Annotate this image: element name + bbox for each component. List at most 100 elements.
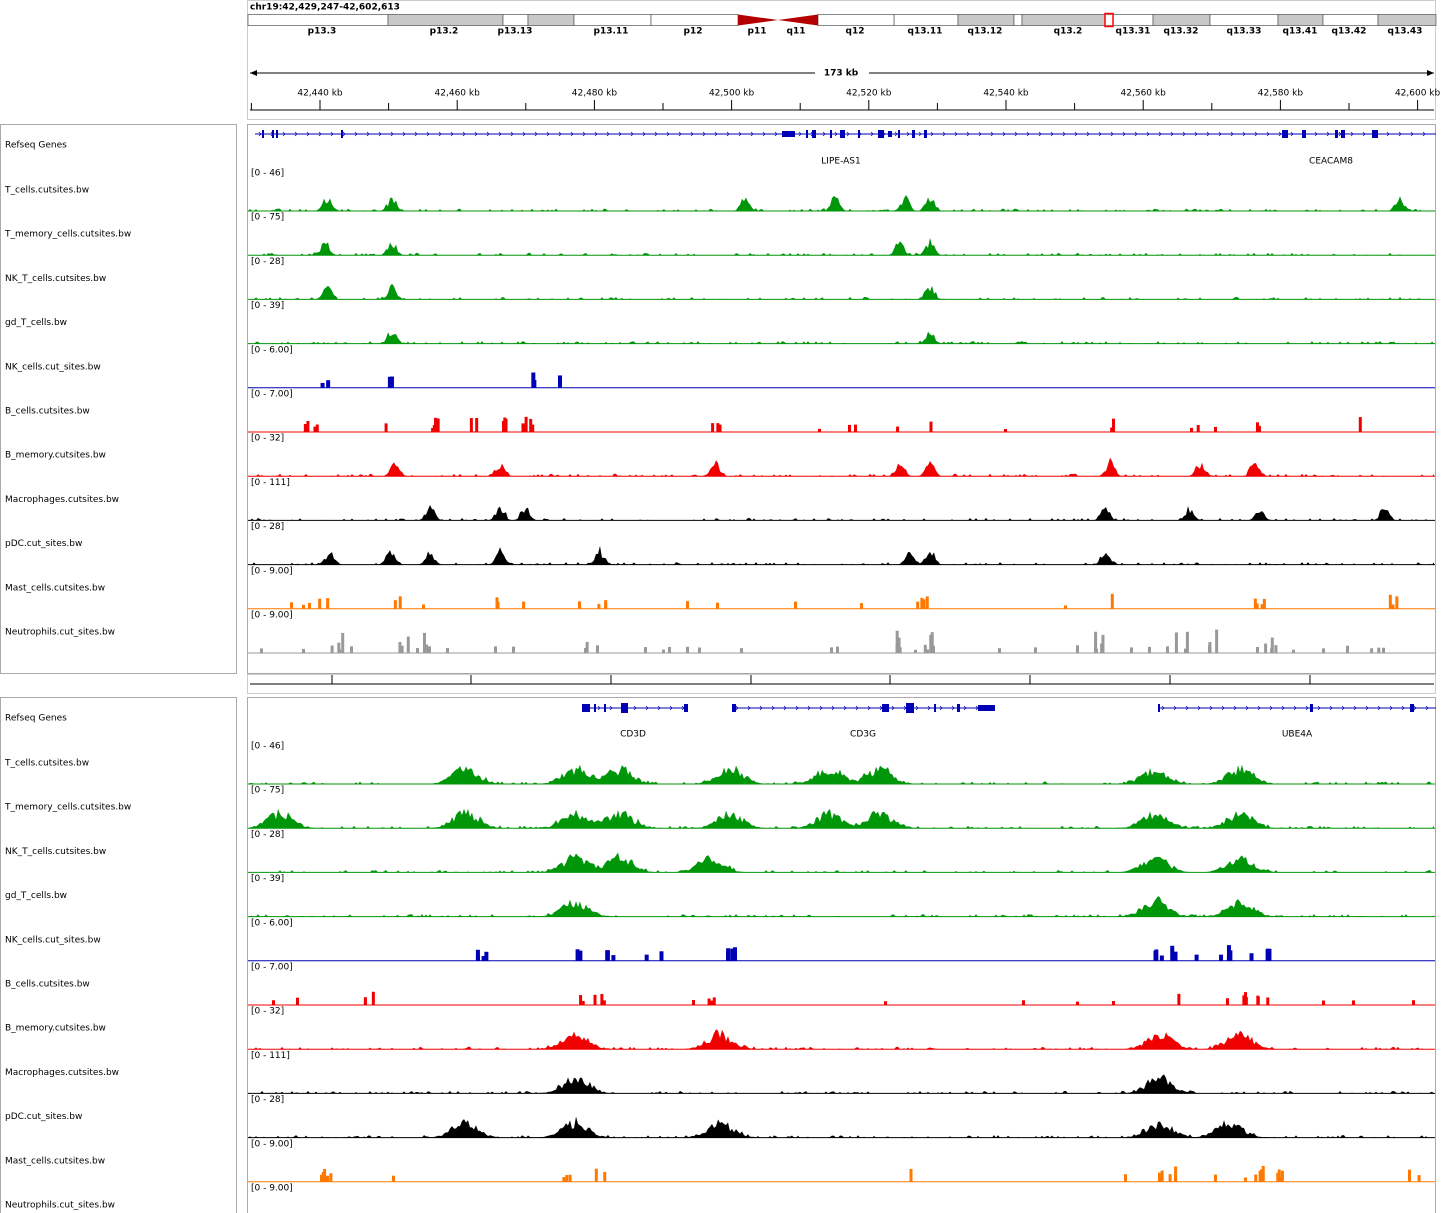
- strand: [702, 131, 706, 137]
- signal-bar: [860, 603, 863, 609]
- track-range: [0 - 9.00]: [251, 566, 293, 576]
- signal-bar: [1395, 596, 1399, 609]
- exon: [934, 704, 936, 712]
- strand: [534, 131, 538, 137]
- signal-bar: [481, 956, 486, 961]
- signal-bar: [1270, 648, 1274, 653]
- signal-bar: [848, 424, 851, 432]
- strand: [1161, 705, 1165, 711]
- signal-bar: [686, 646, 689, 653]
- strand: [1170, 131, 1174, 137]
- strand: [1050, 131, 1054, 137]
- signal-bar: [575, 949, 580, 961]
- strand: [1398, 131, 1402, 137]
- track-range: [0 - 9.00]: [251, 1139, 293, 1149]
- strand: [630, 131, 634, 137]
- signal-bar: [315, 424, 319, 432]
- signal-bar: [1110, 593, 1114, 609]
- signal-bar: [389, 376, 394, 388]
- signal-bar: [1382, 647, 1385, 653]
- strand: [1014, 131, 1018, 137]
- strand: [618, 131, 622, 137]
- signal-bar: [1407, 1169, 1411, 1182]
- signal-bar: [932, 645, 935, 653]
- exon: [1310, 704, 1313, 712]
- cytoband: [1209, 14, 1279, 26]
- track-name: pDC.cut_sites.bw: [5, 539, 82, 549]
- signal-bar: [1170, 945, 1175, 961]
- strand: [1182, 131, 1186, 137]
- strand: [1206, 131, 1210, 137]
- cytoband: [1152, 14, 1211, 26]
- cytoband-label: q13.12: [968, 27, 1003, 37]
- strand: [1194, 131, 1198, 137]
- signal-bar: [1214, 426, 1217, 432]
- strand: [558, 131, 562, 137]
- cytoband: [957, 14, 1015, 26]
- cytoband-label: q13.11: [908, 27, 943, 37]
- strand: [1062, 131, 1066, 137]
- signal-bar: [1261, 1165, 1265, 1182]
- signal-bar: [422, 604, 425, 609]
- strand: [1122, 131, 1126, 137]
- signal: [248, 896, 1434, 917]
- signal-bar: [922, 599, 926, 609]
- signal-bar: [1260, 604, 1264, 609]
- strand: [1110, 131, 1114, 137]
- signal-bar: [521, 423, 525, 432]
- strand: [1377, 705, 1381, 711]
- signal-bar: [854, 424, 857, 432]
- strand: [438, 131, 442, 137]
- strand: [1221, 705, 1225, 711]
- exon: [1302, 130, 1306, 138]
- signal-bar: [896, 426, 900, 432]
- strand: [798, 131, 802, 137]
- strand: [1038, 131, 1042, 137]
- signal-bar: [920, 597, 924, 609]
- signal-bar: [484, 951, 489, 961]
- signal-bar: [531, 372, 536, 388]
- track-range: [0 - 9.00]: [251, 1184, 293, 1194]
- signal-bar: [501, 420, 505, 432]
- strand: [1197, 705, 1201, 711]
- signal-bar: [1004, 428, 1007, 432]
- signal-bar: [836, 646, 839, 653]
- strand: [738, 131, 742, 137]
- signal-bar: [475, 418, 479, 432]
- current-region: [1104, 12, 1114, 28]
- exon: [262, 130, 264, 138]
- strand: [378, 131, 382, 137]
- signal-bar: [272, 1000, 275, 1005]
- signal-bar: [406, 636, 410, 653]
- exon: [878, 130, 884, 138]
- track-range: [0 - 39]: [251, 874, 284, 884]
- cytoband-label: p13.3: [308, 27, 337, 37]
- signal-bar: [1194, 954, 1199, 961]
- signal-bar: [431, 427, 435, 432]
- track-name: NK_T_cells.cutsites.bw: [5, 847, 106, 857]
- track-name: T_memory_cells.cutsites.bw: [4, 803, 131, 813]
- strand: [654, 131, 658, 137]
- signal-bar: [1391, 604, 1395, 609]
- exon: [1282, 130, 1288, 138]
- cytoband: [893, 14, 959, 26]
- ruler-panel: [247, 674, 1436, 694]
- signal-bar: [644, 647, 647, 653]
- cytoband: [573, 14, 652, 26]
- cytoband: [527, 14, 575, 26]
- strand: [1209, 705, 1213, 711]
- signal-bar: [1254, 1174, 1258, 1182]
- strand: [846, 131, 850, 137]
- cytoband: [1322, 14, 1379, 26]
- strand: [843, 705, 847, 711]
- cytoband: [1021, 14, 1106, 26]
- strand: [1002, 131, 1006, 137]
- strand: [1413, 705, 1417, 711]
- signal-bar: [416, 648, 419, 653]
- signal-bar: [565, 1175, 569, 1182]
- signal-bar: [1322, 1000, 1325, 1005]
- signal-bar: [393, 600, 397, 609]
- signal-bar: [1076, 645, 1079, 653]
- signal-bar: [1174, 1174, 1178, 1182]
- locus: chr19:42,429,247-42,602,613: [250, 3, 400, 13]
